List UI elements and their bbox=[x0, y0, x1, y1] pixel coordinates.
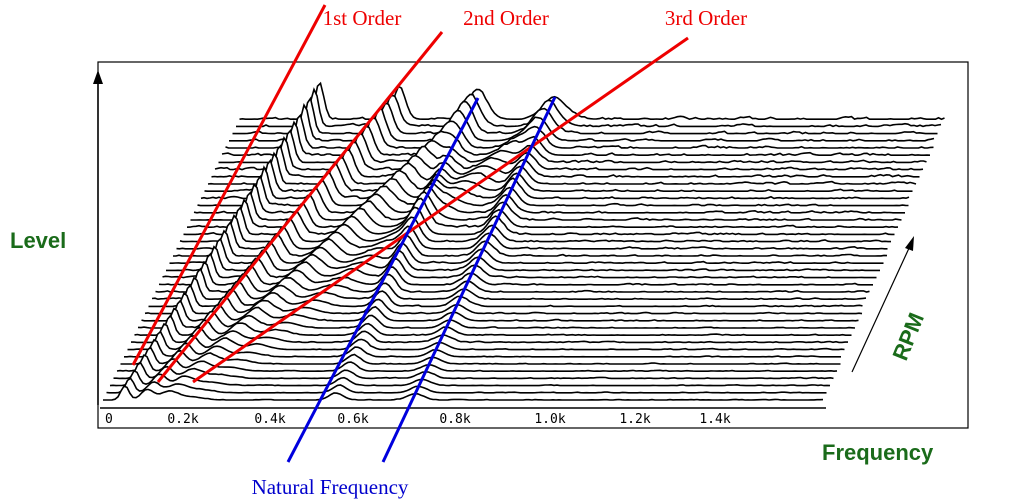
order-line bbox=[192, 36, 689, 384]
trace-mask bbox=[183, 207, 897, 237]
x-tick-label: 1.0k bbox=[534, 412, 565, 427]
trace bbox=[179, 214, 891, 243]
rpm-arrow bbox=[851, 245, 911, 373]
trace-mask bbox=[155, 268, 872, 294]
trace bbox=[144, 292, 863, 315]
order-line bbox=[131, 4, 327, 366]
trace bbox=[221, 120, 931, 157]
trace bbox=[166, 245, 880, 272]
trace bbox=[109, 369, 831, 387]
trace bbox=[158, 260, 873, 286]
trace bbox=[151, 276, 867, 301]
order-label: 1st Order bbox=[323, 6, 402, 30]
trace bbox=[120, 346, 841, 365]
trace bbox=[106, 377, 827, 394]
natural-frequency-line bbox=[381, 96, 557, 463]
trace bbox=[186, 197, 899, 229]
trace bbox=[116, 354, 838, 373]
x-axis-label: Frequency bbox=[822, 440, 934, 465]
trace bbox=[229, 103, 935, 142]
trace bbox=[236, 87, 942, 128]
y-axis-label: Level bbox=[10, 228, 66, 253]
natural-frequency-label: Natural Frequency bbox=[252, 475, 409, 499]
trace-mask bbox=[152, 277, 869, 302]
trace bbox=[141, 299, 859, 322]
trace bbox=[239, 81, 945, 121]
x-tick-label: 0 bbox=[105, 412, 113, 427]
waterfall-traces bbox=[103, 81, 946, 402]
trace bbox=[103, 385, 824, 401]
trace bbox=[113, 361, 834, 380]
trace bbox=[169, 237, 884, 265]
level-arrow bbox=[93, 70, 103, 84]
trace bbox=[162, 252, 877, 279]
rpm-arrowhead bbox=[905, 236, 914, 251]
trace-mask bbox=[204, 160, 915, 194]
order-label: 3rd Order bbox=[665, 6, 747, 30]
x-tick-label: 1.4k bbox=[699, 412, 730, 427]
trace bbox=[183, 205, 895, 236]
trace bbox=[232, 96, 938, 135]
trace-mask bbox=[208, 153, 918, 186]
trace bbox=[124, 338, 841, 358]
x-tick-label: 0.4k bbox=[254, 412, 285, 427]
trace bbox=[155, 267, 870, 293]
x-tick-label: 1.2k bbox=[619, 412, 650, 427]
trace bbox=[176, 220, 888, 250]
natural-frequency-line bbox=[286, 97, 480, 463]
x-tick-label: 0.6k bbox=[337, 412, 368, 427]
trace bbox=[225, 113, 934, 149]
trace-mask bbox=[187, 198, 900, 230]
x-tick-label: 0.2k bbox=[167, 412, 198, 427]
trace bbox=[173, 229, 888, 257]
order-label: 2nd Order bbox=[463, 6, 549, 30]
order-line bbox=[156, 31, 444, 383]
trace bbox=[130, 322, 848, 344]
x-ticks: 0 0.2k 0.4k 0.6k 0.8k 1.0k 1.2k 1.4k bbox=[105, 412, 731, 427]
x-tick-label: 0.8k bbox=[439, 412, 470, 427]
trace bbox=[148, 284, 863, 308]
trace-mask bbox=[211, 145, 922, 179]
trace bbox=[137, 307, 856, 329]
trace bbox=[134, 314, 852, 337]
